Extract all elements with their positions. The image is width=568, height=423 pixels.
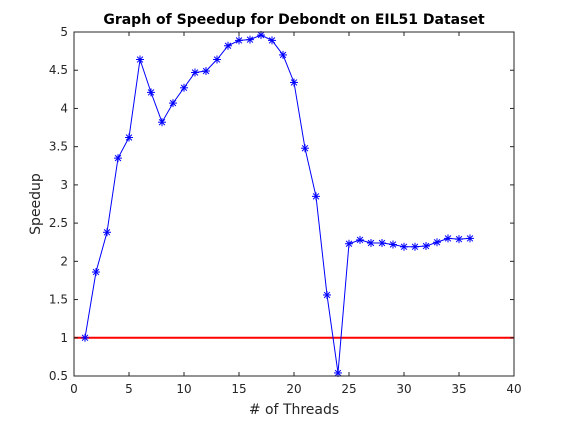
data-point — [312, 192, 320, 201]
data-point-stroke — [389, 241, 397, 248]
x-tick-label: 0 — [70, 382, 78, 396]
data-point-stroke — [180, 84, 188, 92]
y-tick-label: 3.5 — [49, 140, 68, 154]
data-point-stroke — [92, 268, 100, 276]
data-point-stroke — [411, 243, 419, 251]
data-point-stroke — [158, 118, 166, 126]
data-point-stroke — [444, 235, 452, 242]
data-point-stroke — [290, 79, 298, 86]
data-point-stroke — [466, 235, 474, 242]
data-point-stroke — [136, 56, 144, 63]
data-point — [235, 36, 243, 45]
data-point — [202, 66, 210, 75]
x-tick-label: 20 — [286, 382, 301, 396]
data-point-stroke — [433, 238, 441, 246]
data-point-stroke — [422, 242, 430, 250]
data-point-stroke — [191, 69, 199, 76]
x-axis-label: # of Threads — [249, 402, 339, 418]
data-point-stroke — [367, 239, 375, 247]
plot-area — [74, 32, 514, 376]
y-tick-label: 1.5 — [49, 293, 68, 307]
data-point-stroke — [257, 31, 265, 39]
data-point — [246, 35, 254, 44]
data-point — [466, 234, 474, 243]
series-layer — [81, 31, 474, 377]
data-point-stroke — [246, 36, 254, 43]
x-tick-label: 30 — [396, 382, 411, 396]
y-tick-label: 4 — [60, 101, 68, 115]
ticks-layer: 0 5 10 15 20 25 30 35 40 0.5 1 1.5 2 2.5 3 3.5 4 4.5 5 — [49, 25, 522, 396]
chart-title: Graph of Speedup for Debondt on EIL51 Da… — [103, 12, 485, 28]
data-point — [301, 144, 309, 153]
y-tick-label: 2.5 — [49, 216, 68, 230]
x-tick-label: 25 — [341, 382, 356, 396]
y-tick-label: 1 — [60, 331, 68, 345]
data-point-stroke — [114, 154, 122, 162]
data-point — [191, 68, 199, 77]
data-point — [180, 83, 188, 92]
data-point-stroke — [224, 42, 232, 50]
x-tick-label: 35 — [451, 382, 466, 396]
data-point — [147, 88, 155, 97]
data-point — [389, 240, 397, 249]
data-point-stroke — [356, 236, 364, 244]
data-point — [169, 99, 177, 108]
data-point — [136, 55, 144, 64]
data-point — [81, 333, 89, 342]
data-point — [433, 238, 441, 247]
data-point-stroke — [334, 369, 342, 377]
data-point-stroke — [268, 37, 276, 44]
y-tick-label: 3 — [60, 178, 68, 192]
data-point — [103, 228, 111, 237]
data-point-stroke — [378, 239, 386, 247]
data-point — [411, 242, 419, 251]
data-point — [356, 235, 364, 244]
data-point-stroke — [323, 291, 331, 299]
data-point — [323, 290, 331, 299]
data-point — [279, 50, 287, 59]
data-point — [345, 239, 353, 248]
data-point-stroke — [147, 89, 155, 96]
y-axis-label: Speedup — [28, 173, 44, 235]
data-point — [334, 368, 342, 377]
x-tick-label: 5 — [125, 382, 133, 396]
data-point — [125, 133, 133, 142]
data-point — [422, 242, 430, 251]
data-point-stroke — [213, 56, 221, 63]
data-point — [213, 55, 221, 64]
data-point-stroke — [301, 144, 309, 152]
data-point — [290, 78, 298, 87]
data-point — [367, 238, 375, 247]
data-point — [444, 234, 452, 243]
x-tick-label: 15 — [231, 382, 246, 396]
y-tick-label: 0.5 — [49, 369, 68, 383]
data-point — [400, 242, 408, 251]
data-point-stroke — [312, 193, 320, 200]
data-point-stroke — [455, 235, 463, 243]
data-point — [224, 41, 232, 50]
data-point-stroke — [81, 334, 89, 342]
data-point — [92, 268, 100, 277]
data-point-stroke — [235, 37, 243, 44]
data-point-stroke — [103, 229, 111, 236]
data-point-stroke — [169, 99, 177, 107]
y-tick-label: 4.5 — [49, 63, 68, 77]
data-point-stroke — [279, 51, 287, 59]
data-point-stroke — [202, 67, 210, 75]
x-tick-label: 40 — [506, 382, 521, 396]
data-point — [455, 235, 463, 244]
data-point-stroke — [400, 243, 408, 251]
y-tick-label: 2 — [60, 254, 68, 268]
data-point-stroke — [125, 134, 133, 141]
data-point — [268, 36, 276, 45]
data-point-stroke — [345, 240, 353, 248]
x-tick-label: 10 — [176, 382, 191, 396]
data-point — [114, 154, 122, 163]
data-point — [158, 118, 166, 127]
y-tick-label: 5 — [60, 25, 68, 39]
data-point — [378, 238, 386, 247]
